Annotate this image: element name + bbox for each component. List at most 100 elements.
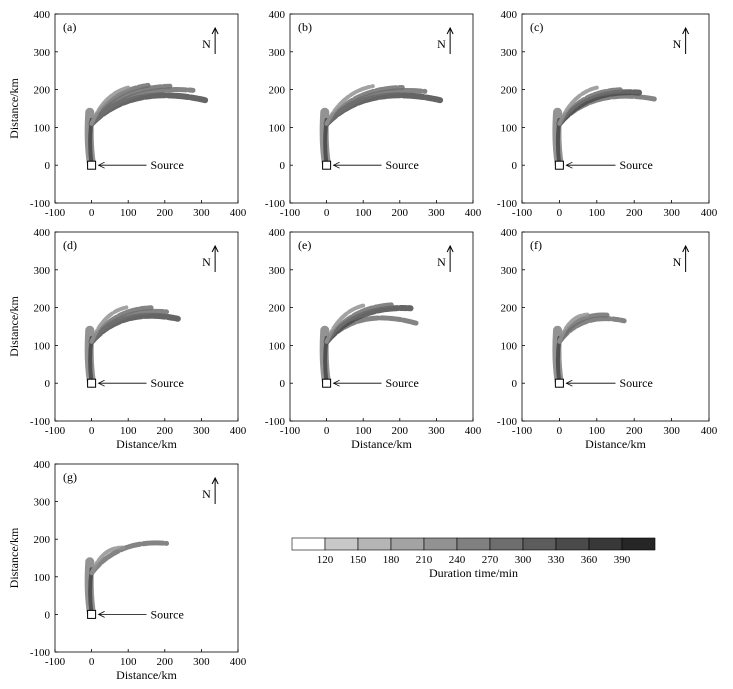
panel-label: (f) [530, 238, 542, 252]
y-tick-label: 100 [501, 340, 518, 352]
y-tick-label: 200 [34, 85, 51, 97]
y-tick-label: -100 [497, 198, 518, 210]
source-label: Source [151, 607, 184, 621]
x-axis-label: Distance/km [116, 668, 177, 682]
x-tick-label: 400 [701, 207, 718, 219]
x-tick-label: 400 [230, 425, 247, 437]
y-tick-label: 0 [280, 160, 286, 172]
plume-core-dark [555, 117, 562, 168]
panel-label: (a) [63, 20, 76, 34]
x-tick-label: -100 [45, 656, 66, 668]
x-tick-label: -100 [512, 425, 533, 437]
panel-2: -100 0 100 200 300 400 -100 0 100 200 300 400 (c) N So… [497, 9, 718, 219]
source-label: Source [620, 376, 653, 390]
north-label: N [202, 37, 211, 51]
y-tick-label: 200 [34, 534, 51, 546]
colorbar-tick-label: 270 [482, 554, 499, 566]
x-tick-label: 400 [230, 207, 247, 219]
source-label: Source [151, 158, 184, 172]
colorbar-swatch [423, 537, 458, 551]
north-arrow-head-icon [682, 244, 690, 253]
y-tick-label: -100 [30, 198, 51, 210]
x-tick-label: 200 [157, 425, 174, 437]
plume-layer [319, 302, 419, 388]
source-marker-icon [554, 160, 564, 170]
y-tick-label: 400 [34, 459, 51, 471]
colorbar-label: Duration time/min [429, 566, 518, 580]
x-tick-label: -100 [280, 207, 301, 219]
panel-label: (e) [298, 238, 311, 252]
colorbar-tick-label: 300 [515, 554, 532, 566]
y-tick-label: -100 [265, 198, 286, 210]
y-tick-label: 200 [501, 85, 518, 97]
x-tick-label: 200 [392, 425, 409, 437]
north-arrow-head-icon [446, 244, 454, 253]
y-tick-label: 100 [269, 340, 286, 352]
plume-layer [84, 305, 181, 388]
y-tick-label: -100 [497, 416, 518, 428]
y-tick-label: 0 [45, 378, 51, 390]
y-tick-label: -100 [30, 416, 51, 428]
colorbar-tick-label: 120 [317, 554, 334, 566]
panel-5: -100 0 100 200 300 400 -100 0 100 200 300 400 (f) N So… [497, 227, 718, 451]
y-tick-label: -100 [30, 647, 51, 659]
x-tick-label: 400 [230, 656, 247, 668]
y-tick-label: 300 [34, 265, 51, 277]
y-tick-label: 300 [269, 265, 286, 277]
y-tick-label: 300 [34, 47, 51, 59]
colorbar-swatch [390, 537, 425, 551]
x-tick-label: -100 [45, 425, 66, 437]
north-arrow-head-icon [211, 26, 219, 35]
x-tick-label: 0 [89, 656, 95, 668]
x-tick-label: 0 [557, 425, 563, 437]
north-arrow-head-icon [211, 476, 219, 485]
colorbar-swatch [291, 537, 326, 551]
y-tick-label: 100 [34, 572, 51, 584]
colorbar-tick-label: 330 [548, 554, 565, 566]
panel-0: -100 0 100 200 300 400 -100 0 100 200 300 400 (a) N So… [7, 9, 247, 219]
y-tick-label: 300 [269, 47, 286, 59]
plot-frame [54, 463, 239, 653]
y-tick-label: 400 [501, 9, 518, 21]
x-tick-label: 300 [193, 656, 210, 668]
source-arrowhead-icon [97, 161, 105, 169]
north-label: N [437, 37, 446, 51]
y-axis-label: Distance/km [7, 296, 21, 357]
panel-label: (b) [298, 20, 312, 34]
plot-frame [54, 13, 239, 204]
y-axis-label: Distance/km [7, 527, 21, 588]
x-tick-label: 100 [355, 207, 372, 219]
plume-core-dark [88, 335, 94, 386]
colorbar-swatch [621, 537, 656, 551]
y-tick-label: 300 [34, 497, 51, 509]
colorbar-swatch [324, 537, 359, 551]
colorbar-tick-label: 390 [614, 554, 631, 566]
x-tick-label: 100 [120, 207, 137, 219]
y-tick-label: 400 [269, 9, 286, 21]
x-tick-label: -100 [512, 207, 533, 219]
y-tick-label: 0 [512, 160, 518, 172]
north-arrow-head-icon [446, 26, 454, 35]
y-tick-label: 100 [34, 340, 51, 352]
x-tick-label: 200 [626, 425, 643, 437]
plume-streak [557, 85, 599, 126]
x-tick-label: 400 [701, 425, 718, 437]
colorbar-tick-label: 210 [416, 554, 433, 566]
north-label: N [202, 255, 211, 269]
source-marker-icon [322, 378, 332, 388]
x-axis-label: Distance/km [351, 437, 412, 451]
y-tick-label: 200 [501, 303, 518, 315]
source-label: Source [620, 158, 653, 172]
x-tick-label: 400 [465, 425, 482, 437]
source-label: Source [151, 376, 184, 390]
y-tick-label: -100 [265, 416, 286, 428]
plume-core-dark [555, 335, 562, 386]
y-tick-label: 0 [45, 160, 51, 172]
source-marker-icon [554, 378, 564, 388]
colorbar-swatch [489, 537, 524, 551]
y-tick-label: 300 [501, 265, 518, 277]
source-arrowhead-icon [97, 611, 105, 618]
x-tick-label: 0 [324, 425, 330, 437]
panel-6: -100 0 100 200 300 400 -100 0 100 200 300 400 (g) N So… [7, 459, 247, 682]
x-tick-label: 0 [324, 207, 330, 219]
